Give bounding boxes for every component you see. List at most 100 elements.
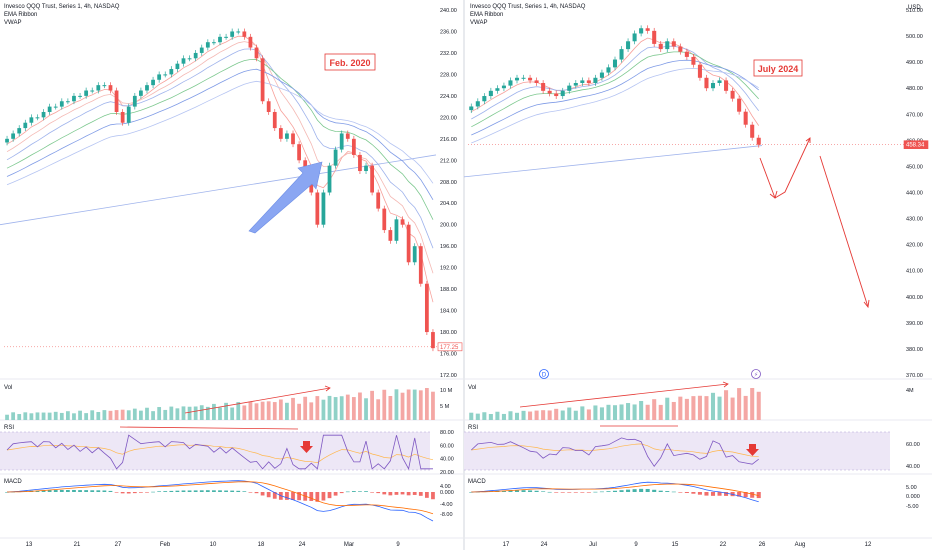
candle-body [658,43,663,50]
macd-histogram-bar [218,490,222,492]
volume-tick-label: 5 M [440,404,450,410]
candle-body [41,111,46,118]
price-tick-label: 470.00 [906,112,923,118]
candle-body [431,332,435,349]
candle-body [665,41,670,50]
candle-body [132,95,137,107]
volume-bar [41,412,46,420]
candle-body [573,83,578,86]
volume-bar [47,412,52,420]
macd-histogram-bar [151,491,155,493]
volume-bar [266,401,271,420]
candle-body [554,93,559,97]
macd-histogram-bar [157,491,162,492]
volume-bar [658,404,663,420]
candle-body [339,133,344,150]
rsi-pane-label: RSI [468,425,478,431]
candle-body [495,88,500,91]
macd-histogram-bar [358,491,362,492]
rsi-tick-label: 20.00 [440,470,454,476]
candle-body [521,77,526,79]
ema-ribbon-line [471,51,759,128]
volume-bar [120,409,125,420]
macd-signal-line [471,483,759,496]
volume-bar [737,388,742,420]
left-volume-arrowhead [324,385,331,392]
volume-bar [724,390,729,420]
left-annotation: Feb. 2020 [324,53,376,71]
macd-histogram-bar [327,492,332,499]
last-price-tag [437,342,463,352]
macd-histogram-bar [580,492,585,493]
event-badge-dividend[interactable]: D [539,369,549,379]
candle-body [193,52,198,59]
volume-bar [606,404,611,420]
x-tick-label: 12 [865,542,872,548]
price-tick-label: 212.00 [440,158,457,164]
left-annotation-box [324,53,376,71]
volume-bar [358,392,362,420]
macd-histogram-bar [333,492,338,496]
volume-bar [327,395,332,420]
candle-body [560,90,565,97]
volume-bar [645,404,650,420]
macd-histogram-bar [120,492,125,494]
volume-bar [163,409,168,420]
candle-body [717,80,722,83]
ema-ribbon-line [6,48,434,249]
macd-histogram-bar [187,490,192,492]
macd-histogram-bar [260,492,265,496]
x-tick-label: Feb [160,542,171,548]
volume-bar [53,411,58,420]
macd-histogram-bar [297,492,301,501]
rsi-line [6,434,433,470]
volume-bar [704,396,709,420]
volume-bar [730,397,735,420]
macd-line [471,481,759,503]
macd-histogram-bar [541,491,546,492]
macd-tick-label: 4.00 [440,484,451,490]
volume-bar [285,402,289,420]
volume-bar [291,397,295,420]
volume-bar [339,396,344,420]
x-tick-label: 21 [74,542,81,548]
earnings-badge-circle [751,369,761,379]
price-tick-label: 480.00 [906,86,923,92]
volume-bar [29,413,34,420]
candle-body [547,90,552,94]
rsi-signal-line [6,444,434,464]
macd-histogram-bar [639,488,644,492]
candle-body [163,74,168,76]
volume-bar [418,390,423,420]
right-annotation: July 2024 [753,59,803,77]
volume-bar [697,395,702,420]
x-tick-label: 17 [503,542,510,548]
x-tick-label: 22 [720,542,727,548]
ema-ribbon-line [6,41,434,274]
left-header-vwap: VWAP [4,20,21,26]
macd-signal-line [6,481,434,515]
macd-histogram-bar [697,492,702,495]
volume-bar [333,397,338,420]
macd-histogram-bar [139,492,143,493]
macd-histogram-bar [285,492,289,500]
candle-body [394,219,399,241]
volume-bar [224,402,228,420]
volume-bar [684,398,689,420]
macd-histogram-bar [671,491,676,493]
x-tick-label: 9 [634,542,638,548]
right-header-vwap: VWAP [470,20,487,26]
price-tick-label: 430.00 [906,217,923,223]
x-tick-label: 15 [672,542,679,548]
volume-bar [59,412,64,420]
macd-histogram-bar [205,490,210,492]
volume-bar [376,399,381,420]
right-annotation-box [753,59,803,77]
projection-arrowhead-1 [769,190,778,199]
candle-body [508,80,513,86]
rsi-tick-label: 80.00 [440,430,454,436]
event-badge-earnings[interactable]: ⚡ [751,369,761,379]
macd-histogram-bar [169,490,174,492]
candle-body [652,30,657,44]
right-rsi-down-arrow [746,444,759,456]
